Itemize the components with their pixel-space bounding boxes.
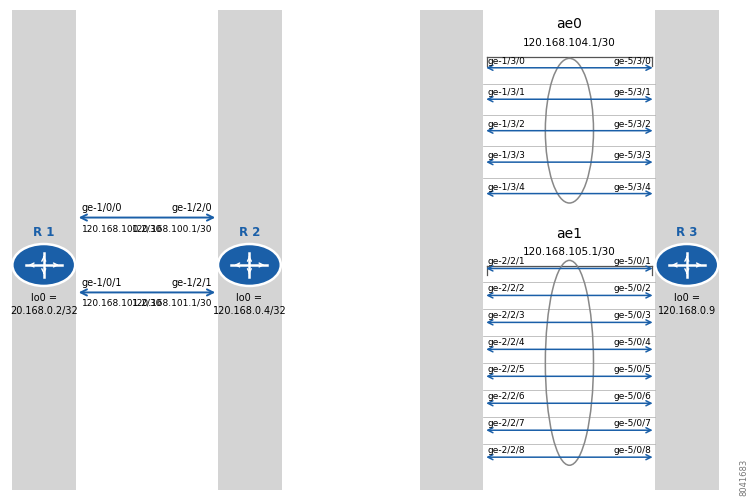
Text: lo0 =
120.168.0.4/32: lo0 = 120.168.0.4/32 [213, 293, 287, 316]
Bar [12, 12, 76, 489]
Bar [420, 12, 483, 489]
Text: ge-5/3/3: ge-5/3/3 [613, 151, 651, 160]
Text: ge-2/2/1: ge-2/2/1 [488, 257, 526, 266]
Text: ae0: ae0 [556, 17, 582, 31]
Text: ge-5/0/7: ge-5/0/7 [613, 418, 651, 427]
Text: R 3: R 3 [676, 225, 697, 238]
Bar [218, 12, 281, 489]
Text: ge-1/0/1: ge-1/0/1 [82, 278, 122, 288]
Text: ge-1/3/3: ge-1/3/3 [488, 151, 526, 160]
Text: ge-1/3/0: ge-1/3/0 [488, 57, 526, 66]
Text: ge-1/3/1: ge-1/3/1 [488, 88, 526, 97]
Text: lo0 =
120.168.0.9: lo0 = 120.168.0.9 [657, 293, 716, 316]
Text: ge-2/2/8: ge-2/2/8 [488, 445, 526, 454]
Bar [655, 12, 719, 489]
Text: 120.168.104.1/30: 120.168.104.1/30 [523, 38, 616, 48]
Text: ge-1/3/4: ge-1/3/4 [488, 182, 526, 191]
Text: 8041683: 8041683 [740, 457, 749, 494]
Circle shape [655, 244, 719, 287]
Text: ge-1/0/0: ge-1/0/0 [82, 203, 122, 212]
Text: R 1: R 1 [33, 225, 54, 238]
Text: ge-5/0/3: ge-5/0/3 [613, 311, 651, 320]
Text: ge-5/0/6: ge-5/0/6 [613, 391, 651, 400]
Text: ge-5/3/1: ge-5/3/1 [613, 88, 651, 97]
Text: ge-5/0/2: ge-5/0/2 [613, 284, 651, 293]
Text: 120.168.100.1/30: 120.168.100.1/30 [131, 223, 212, 232]
Text: ge-5/0/4: ge-5/0/4 [613, 338, 651, 347]
Text: 120.168.100.2/30: 120.168.100.2/30 [82, 223, 162, 232]
Text: ge-5/0/5: ge-5/0/5 [613, 365, 651, 374]
Text: ge-2/2/6: ge-2/2/6 [488, 391, 526, 400]
Text: 120.168.101.2/30: 120.168.101.2/30 [82, 298, 162, 307]
Text: ge-2/2/3: ge-2/2/3 [488, 311, 526, 320]
Text: ge-1/2/0: ge-1/2/0 [171, 203, 212, 212]
Text: ge-1/3/2: ge-1/3/2 [488, 119, 526, 128]
Text: ge-5/3/4: ge-5/3/4 [613, 182, 651, 191]
Text: ge-2/2/2: ge-2/2/2 [488, 284, 526, 293]
Circle shape [218, 244, 280, 287]
Text: ge-5/3/0: ge-5/3/0 [613, 57, 651, 66]
Text: ge-1/2/1: ge-1/2/1 [171, 278, 212, 288]
Text: ge-5/0/8: ge-5/0/8 [613, 445, 651, 454]
Text: ae1: ae1 [556, 226, 582, 240]
Text: 120.168.105.1/30: 120.168.105.1/30 [523, 247, 616, 257]
Circle shape [12, 244, 75, 287]
Text: 120.168.101.1/30: 120.168.101.1/30 [131, 298, 212, 307]
Text: R 2: R 2 [239, 225, 260, 238]
Text: ge-5/0/1: ge-5/0/1 [613, 257, 651, 266]
Text: ge-2/2/5: ge-2/2/5 [488, 365, 526, 374]
Text: lo0 =
20.168.0.2/32: lo0 = 20.168.0.2/32 [10, 293, 78, 316]
Text: ge-5/3/2: ge-5/3/2 [613, 119, 651, 128]
Text: ge-2/2/7: ge-2/2/7 [488, 418, 526, 427]
Text: ge-2/2/4: ge-2/2/4 [488, 338, 526, 347]
